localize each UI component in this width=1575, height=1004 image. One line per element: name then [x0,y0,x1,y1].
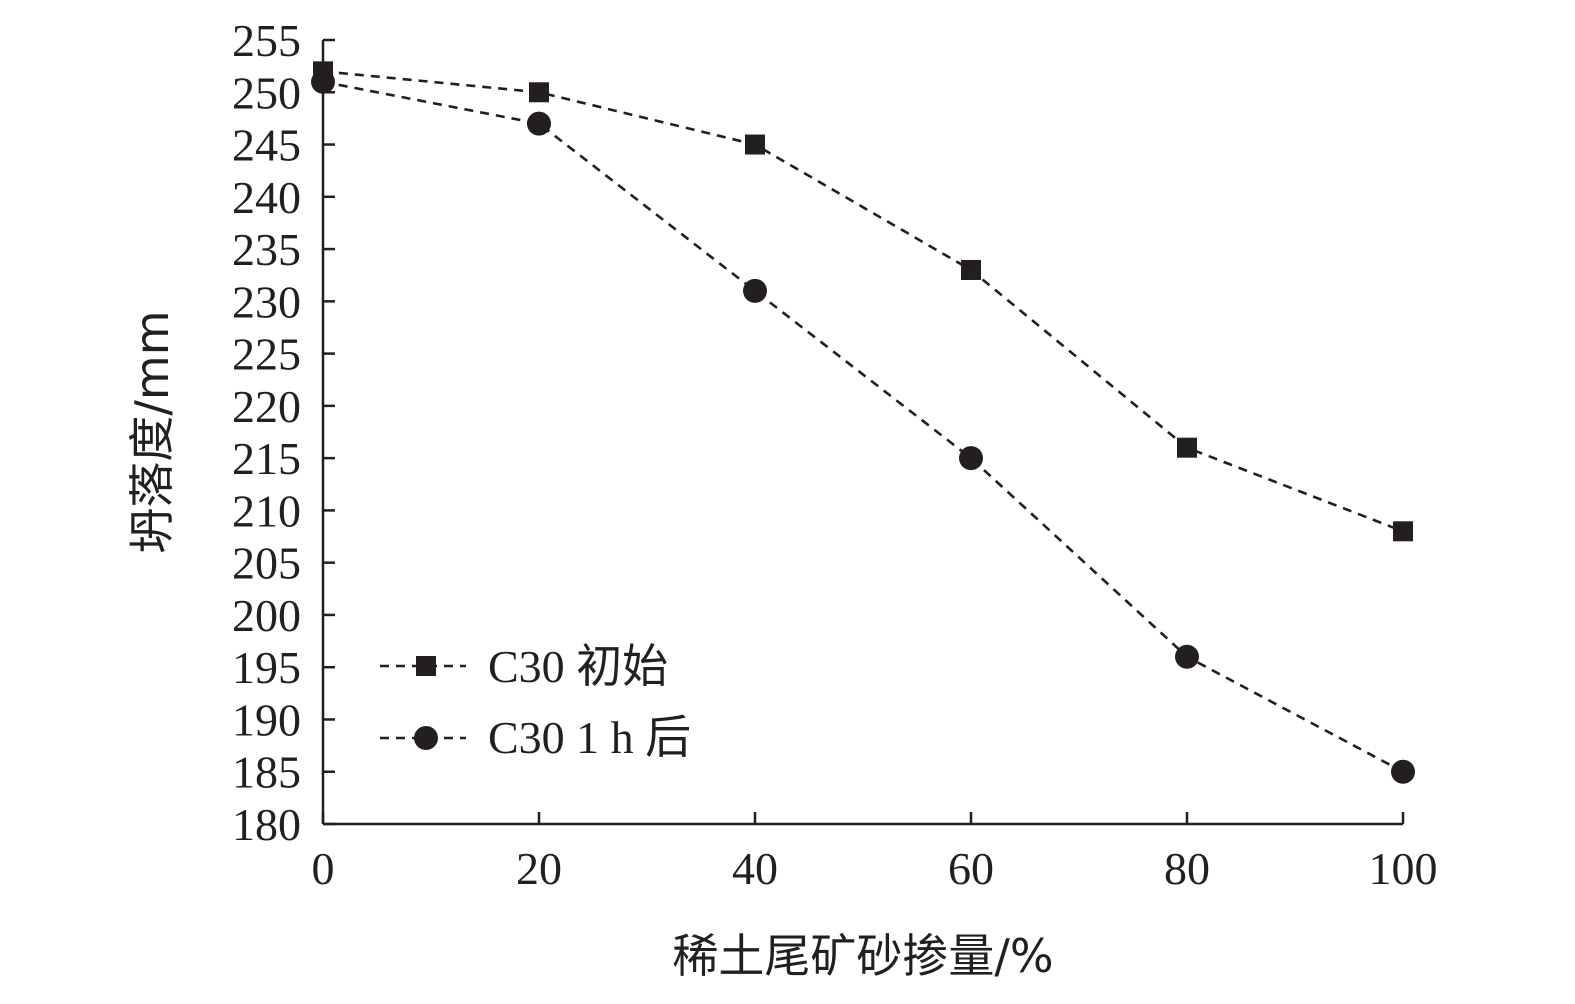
y-tick-label: 215 [232,433,301,484]
x-tick-label: 20 [516,843,562,894]
y-axis-title: 坍落度/mm [125,310,179,553]
data-point [959,446,983,471]
y-tick-label: 250 [232,67,301,118]
y-tick-label: 245 [232,120,301,171]
legend-marker-0 [416,656,436,676]
series-0 [313,61,1413,542]
data-point [527,111,551,136]
legend-label-0: C30 初始 [488,641,668,692]
legend-label-1: C30 1 h 后 [488,712,691,763]
data-point [961,259,981,280]
data-point [1393,521,1413,542]
series-line-0 [322,70,1404,533]
y-tick-label: 200 [232,590,301,641]
data-point [1177,437,1197,458]
y-tick-label: 240 [232,172,301,223]
x-tick-label: 80 [1164,843,1210,894]
series-1 [311,69,1415,784]
y-tick-label: 195 [232,642,301,693]
data-point [1175,644,1199,669]
y-tick-label: 220 [232,381,301,432]
y-tick-label: 210 [232,485,301,536]
x-tick-label: 60 [948,843,994,894]
data-point [311,69,335,94]
legend-marker-1 [414,726,438,750]
x-tick-label: 40 [732,843,778,894]
y-tick-label: 225 [232,329,301,380]
data-point [1391,759,1415,784]
axes [321,40,1403,826]
x-axis-title: 稀土尾矿砂掺量/% [672,929,1053,983]
y-tick-label: 205 [232,538,301,589]
y-tick-label: 185 [232,747,301,798]
y-tick-label: 235 [232,224,301,275]
data-point [745,134,765,155]
x-tick-label: 0 [312,843,335,894]
y-tick-label: 190 [232,694,301,745]
y-tick-label: 180 [232,799,301,850]
y-tick-label: 255 [232,15,301,66]
x-tick-label: 100 [1369,843,1438,894]
ticks: 1801851901952002052102152202252302352402… [232,15,1438,894]
data-point [529,82,549,103]
y-tick-label: 230 [232,276,301,327]
data-point [743,278,767,303]
series [311,61,1415,784]
legend: C30 初始 C30 1 h 后 [380,641,691,763]
series-line-1 [322,80,1404,773]
